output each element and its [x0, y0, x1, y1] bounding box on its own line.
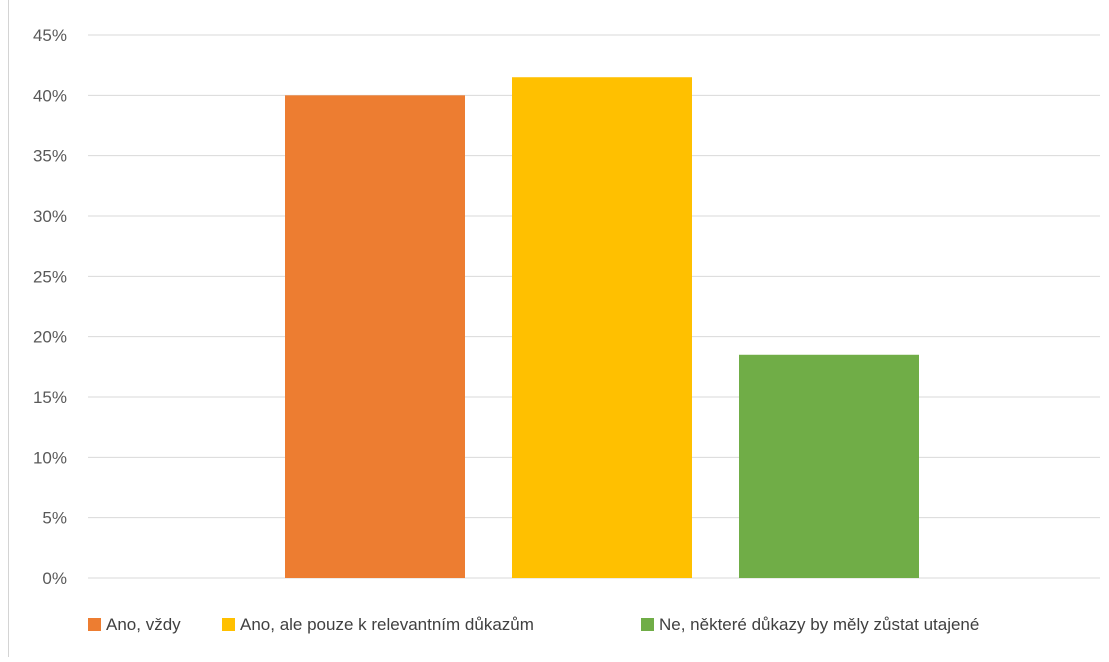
legend-item-3: Ne, některé důkazy by měly zůstat utajen… [641, 615, 979, 634]
legend-item-2: Ano, ale pouze k relevantním důkazům [222, 615, 534, 634]
legend-swatch-2 [222, 618, 235, 631]
legend-swatch-3 [641, 618, 654, 631]
ytick-label-15: 15% [33, 388, 67, 407]
ytick-label-30: 30% [33, 207, 67, 226]
bar-1 [285, 95, 465, 578]
bar-2 [512, 77, 692, 578]
legend-swatch-1 [88, 618, 101, 631]
ytick-label-10: 10% [33, 448, 67, 467]
legend-label-2: Ano, ale pouze k relevantním důkazům [240, 615, 534, 634]
legend: Ano, vždy Ano, ale pouze k relevantním dů… [88, 615, 979, 634]
y-axis-ticks: 0% 5% 10% 15% 20% 25% 30% 35% 40% 45% [33, 26, 67, 588]
legend-label-3: Ne, některé důkazy by měly zůstat utajen… [659, 615, 979, 634]
ytick-label-0: 0% [42, 569, 67, 588]
ytick-label-5: 5% [42, 509, 67, 528]
ytick-label-25: 25% [33, 267, 67, 286]
chart-frame-left [8, 0, 9, 657]
ytick-label-40: 40% [33, 86, 67, 105]
ytick-label-45: 45% [33, 26, 67, 45]
ytick-label-35: 35% [33, 147, 67, 166]
legend-label-1: Ano, vždy [106, 615, 181, 634]
ytick-label-20: 20% [33, 328, 67, 347]
bar-3 [739, 354, 919, 578]
legend-item-1: Ano, vždy [88, 615, 181, 634]
bars [285, 77, 919, 578]
